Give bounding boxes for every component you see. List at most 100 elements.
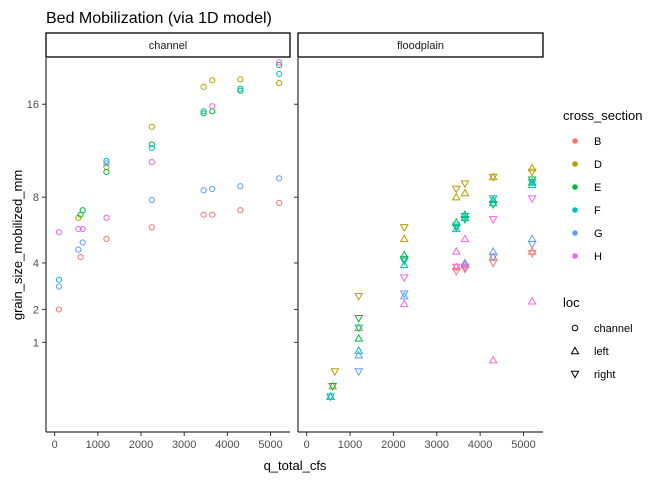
data-point bbox=[276, 175, 283, 182]
legend-shape-channel bbox=[571, 324, 579, 332]
data-point bbox=[527, 234, 537, 243]
data-point bbox=[75, 246, 82, 253]
plot-title: Bed Mobilization (via 1D model) bbox=[46, 10, 272, 27]
data-point bbox=[399, 255, 409, 264]
data-point bbox=[55, 229, 63, 236]
data-point bbox=[451, 192, 461, 201]
data-point bbox=[488, 173, 498, 182]
points-channel bbox=[55, 59, 283, 313]
legend-shape-right bbox=[570, 370, 580, 379]
data-point bbox=[399, 257, 409, 266]
data-point bbox=[460, 234, 470, 243]
legend-shape-label-left: left bbox=[594, 346, 609, 358]
data-point bbox=[237, 207, 244, 214]
facet-strip-floodplain bbox=[297, 32, 544, 58]
y-tick-label: 2 bbox=[33, 304, 39, 316]
data-point bbox=[527, 241, 537, 249]
data-point bbox=[451, 185, 461, 194]
legend-shape-label-right: right bbox=[594, 369, 615, 381]
x-tick-label: 5000 bbox=[258, 439, 282, 451]
data-point bbox=[75, 225, 82, 233]
data-point bbox=[354, 350, 364, 359]
facet-strip-label: floodplain bbox=[397, 40, 444, 52]
data-point bbox=[460, 258, 470, 267]
data-point bbox=[237, 85, 244, 92]
data-point bbox=[148, 224, 155, 231]
data-point bbox=[527, 180, 537, 189]
data-point bbox=[148, 141, 155, 148]
legend-colour-title: cross_section bbox=[563, 108, 642, 123]
data-point bbox=[103, 168, 110, 176]
data-point bbox=[209, 77, 216, 84]
data-point bbox=[148, 158, 155, 166]
data-point bbox=[200, 110, 207, 117]
legend-key-B bbox=[572, 138, 578, 144]
data-point bbox=[451, 222, 461, 231]
data-point bbox=[148, 123, 155, 130]
data-point bbox=[451, 246, 461, 255]
data-point bbox=[399, 291, 409, 300]
data-point bbox=[527, 195, 537, 204]
data-point bbox=[460, 265, 470, 274]
data-point bbox=[209, 211, 216, 218]
data-point bbox=[276, 61, 283, 69]
legend-shape-label-channel: channel bbox=[594, 323, 633, 335]
data-point bbox=[399, 260, 409, 269]
data-point bbox=[200, 108, 207, 115]
data-point bbox=[209, 185, 216, 193]
data-point bbox=[488, 216, 498, 224]
legend-key-D bbox=[572, 161, 578, 167]
x-tick-label: 1000 bbox=[86, 439, 110, 451]
data-point bbox=[460, 210, 470, 218]
data-point bbox=[209, 108, 216, 115]
data-point bbox=[451, 224, 461, 233]
data-point bbox=[237, 76, 244, 83]
facet-panels: channel 0 1000 2000 3000 4000 5000 1 2 4 8 16 floodp… bbox=[27, 32, 544, 451]
data-point bbox=[354, 293, 364, 301]
x-axis-title: q_total_cfs bbox=[264, 458, 327, 473]
data-point bbox=[103, 235, 110, 243]
data-point bbox=[148, 196, 155, 204]
y-tick-label: 16 bbox=[27, 99, 39, 111]
legend-key-F bbox=[572, 207, 578, 213]
data-point bbox=[488, 253, 498, 262]
x-tick-label: 3000 bbox=[425, 439, 449, 451]
legend-label-F: F bbox=[594, 205, 601, 217]
facet-panel-floodplain: floodplain 0 1000 2000 3000 4000 5000 bbox=[294, 32, 544, 451]
legend-label-E: E bbox=[594, 182, 601, 194]
data-point bbox=[237, 87, 244, 94]
x-tick-label: 4000 bbox=[215, 439, 239, 451]
data-point bbox=[209, 103, 216, 110]
data-point bbox=[200, 211, 207, 218]
data-point bbox=[330, 368, 340, 377]
data-point bbox=[399, 274, 409, 283]
x-tick-label: 2000 bbox=[381, 439, 405, 451]
data-point bbox=[488, 355, 498, 364]
data-point bbox=[488, 198, 498, 207]
data-point bbox=[103, 157, 110, 164]
legend-label-D: D bbox=[594, 159, 602, 171]
data-point bbox=[276, 59, 283, 66]
data-point bbox=[451, 267, 461, 276]
data-point bbox=[200, 83, 207, 90]
data-point bbox=[103, 160, 110, 167]
data-point bbox=[354, 346, 364, 354]
legend-key-E bbox=[572, 184, 578, 190]
data-point bbox=[79, 207, 86, 214]
data-point bbox=[354, 324, 364, 333]
x-tick-label: 4000 bbox=[468, 439, 492, 451]
data-point bbox=[354, 315, 364, 323]
data-point bbox=[527, 176, 537, 185]
data-point bbox=[460, 180, 470, 189]
x-tick-label: 0 bbox=[52, 439, 58, 451]
data-point bbox=[527, 168, 537, 177]
data-point bbox=[527, 179, 537, 187]
data-point bbox=[488, 195, 498, 204]
facet-strip-label: channel bbox=[149, 40, 188, 52]
data-point bbox=[354, 368, 364, 377]
facet-panel-channel: channel 0 1000 2000 3000 4000 5000 1 2 4 8 16 bbox=[27, 32, 291, 451]
data-point bbox=[527, 250, 537, 258]
x-tick-label: 5000 bbox=[511, 439, 535, 451]
data-point bbox=[399, 250, 409, 259]
